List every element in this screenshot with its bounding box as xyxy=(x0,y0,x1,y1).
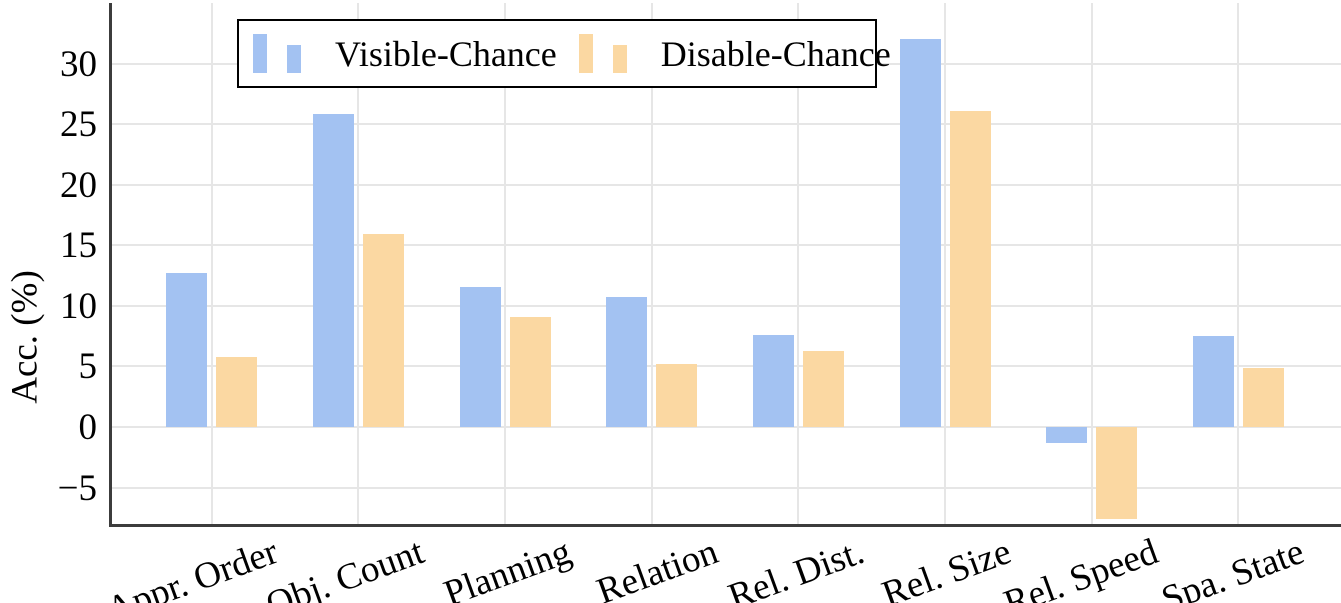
y-axis-line xyxy=(109,3,112,526)
gridline-h-5 xyxy=(109,365,1341,368)
gridline-h-0 xyxy=(109,426,1341,429)
ytick-label-20: 20 xyxy=(60,164,97,206)
bar-disable-chance-rel-dist xyxy=(802,350,844,428)
legend-label-disable-chance: Disable-Chance xyxy=(660,33,891,74)
ytick-label-10: 10 xyxy=(60,285,97,327)
bar-disable-chance-rel-speed xyxy=(1096,427,1138,520)
gridline-h-10 xyxy=(109,304,1341,307)
gridline-h-5 xyxy=(109,486,1341,489)
disable-chance-bars-icon xyxy=(578,33,627,73)
bar-visible-chance-relation xyxy=(606,297,648,428)
bar-visible-chance-rel-size xyxy=(899,39,941,428)
x-axis-line xyxy=(109,524,1341,527)
bar-disable-chance-obj-count xyxy=(362,234,404,428)
gridline-v-spa-state xyxy=(1237,3,1240,524)
bar-disable-chance-rel-size xyxy=(949,110,991,428)
legend-entry-disable-chance: Disable-Chance xyxy=(578,33,891,75)
bar-disable-chance-planning xyxy=(509,316,551,428)
bar-visible-chance-rel-speed xyxy=(1046,427,1088,443)
gridline-v-appr-order xyxy=(210,3,213,524)
legend-entry-visible-chance: Visible-Chance xyxy=(253,33,557,75)
bar-visible-chance-obj-count xyxy=(312,114,354,428)
bar-disable-chance-appr-order xyxy=(216,356,258,428)
legend: Visible-Chance Disable-Chance xyxy=(237,19,891,88)
gridline-v-relation xyxy=(650,3,653,524)
gridline-h-15 xyxy=(109,244,1341,247)
ytick-label-25: 25 xyxy=(60,104,97,146)
legend-label-visible-chance: Visible-Chance xyxy=(335,33,557,74)
visible-chance-bars-icon xyxy=(253,33,301,73)
gridline-h-20 xyxy=(109,183,1341,186)
gridline-v-rel-dist xyxy=(797,3,800,524)
bar-visible-chance-spa-state xyxy=(1192,336,1234,428)
ytick-label-5: −5 xyxy=(57,467,97,509)
bar-disable-chance-relation xyxy=(656,364,698,428)
bar-visible-chance-rel-dist xyxy=(752,334,794,428)
ytick-label-5: 5 xyxy=(78,346,98,388)
ytick-label-30: 30 xyxy=(60,43,97,85)
gridline-h-25 xyxy=(109,123,1341,126)
xtick-label-appr-order: Appr. Order xyxy=(100,531,284,603)
ytick-label-0: 0 xyxy=(78,407,98,449)
gridline-v-planning xyxy=(504,3,506,524)
bar-visible-chance-appr-order xyxy=(166,273,208,428)
bar-visible-chance-planning xyxy=(459,286,501,428)
gridline-v-obj-count xyxy=(357,3,360,524)
bar-disable-chance-spa-state xyxy=(1242,367,1284,428)
gridline-v-rel-size xyxy=(944,3,946,524)
ytick-label-15: 15 xyxy=(60,225,97,267)
gridline-v-rel-speed xyxy=(1090,3,1093,524)
